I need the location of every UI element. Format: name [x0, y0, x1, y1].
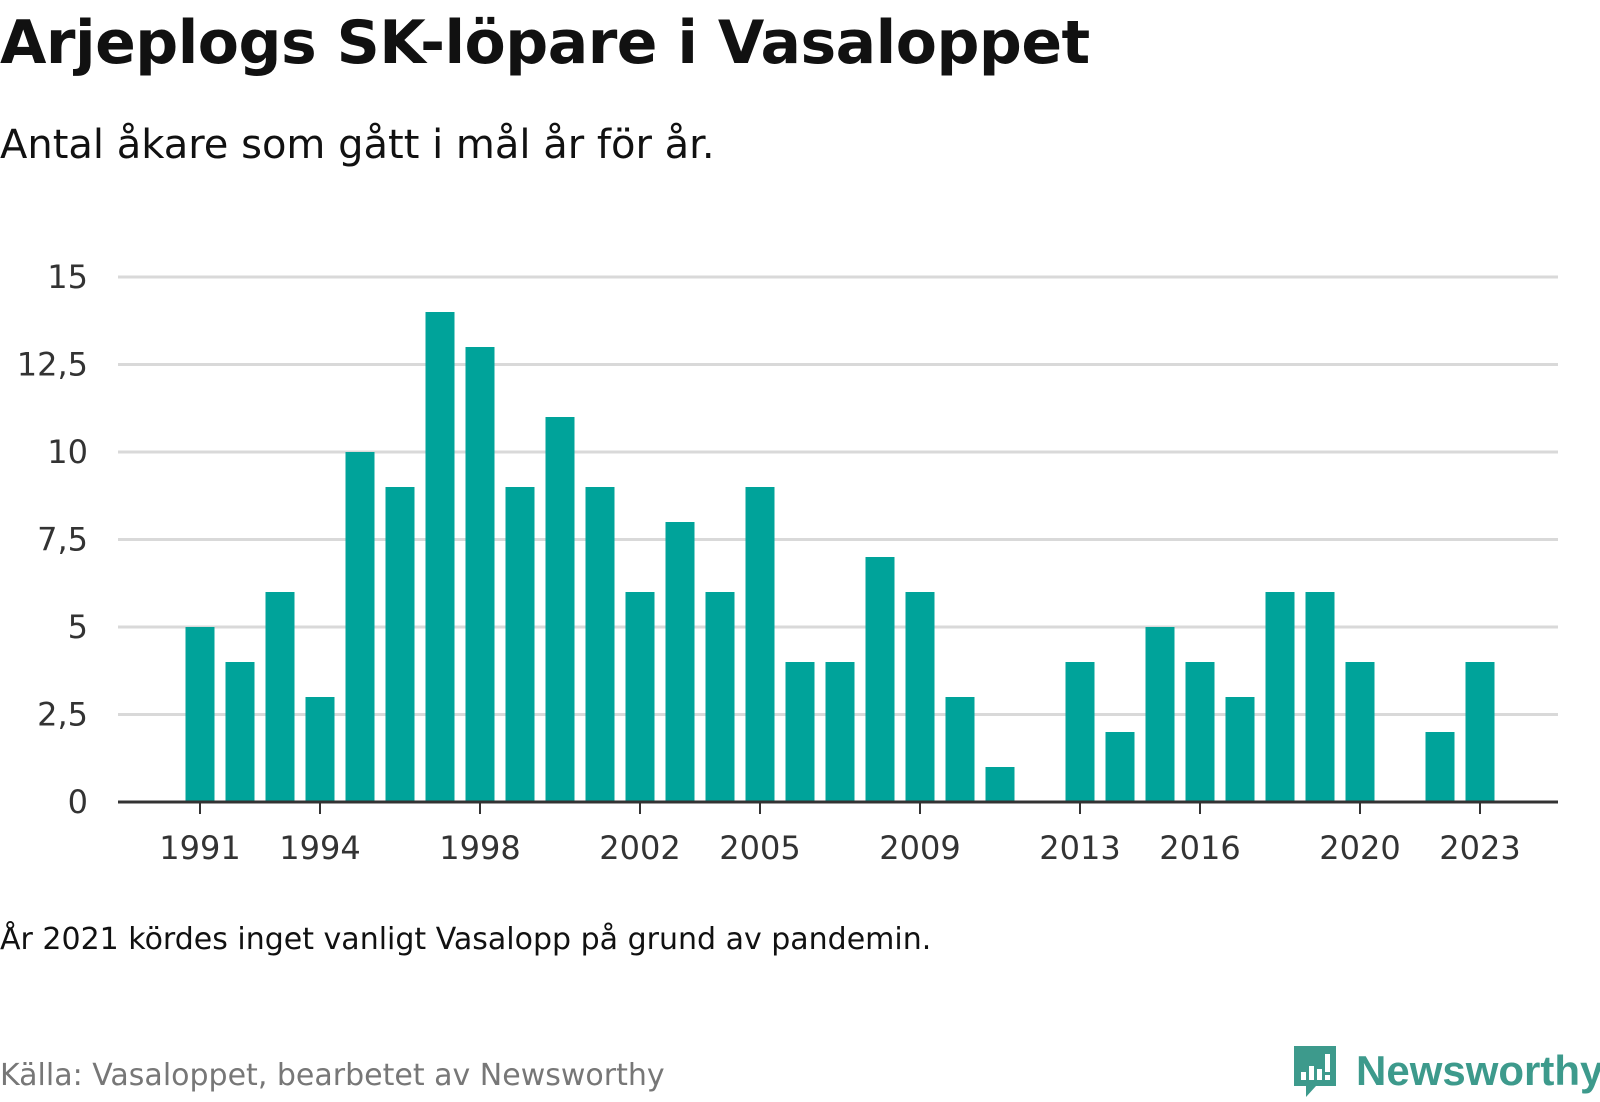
bar-2003: [665, 522, 695, 802]
bar-2008: [865, 557, 895, 802]
bar-1997: [425, 312, 455, 802]
bar-2011: [985, 767, 1015, 802]
chart-title: Arjeplogs SK-löpare i Vasaloppet: [0, 8, 1090, 78]
bar-2019: [1305, 592, 1335, 802]
bar-1993: [265, 592, 295, 802]
x-tick-label: 2002: [599, 829, 680, 867]
x-tick-label: 1991: [159, 829, 240, 867]
x-tick-label: 2009: [879, 829, 960, 867]
bar-2017: [1225, 697, 1255, 802]
y-tick-label: 0: [68, 783, 88, 821]
y-axis-ticks: 0 2,5 5 7,5 10 12,5 15: [17, 258, 88, 821]
bar-2005: [745, 487, 775, 802]
x-tick-label: 2020: [1319, 829, 1400, 867]
bar-1999: [505, 487, 535, 802]
x-tick-label: 2016: [1159, 829, 1240, 867]
y-tick-label: 12,5: [17, 346, 88, 384]
y-tick-label: 15: [47, 258, 88, 296]
chart-subtitle: Antal åkare som gått i mål år för år.: [0, 122, 715, 168]
bar-2007: [825, 662, 855, 802]
bar-1995: [345, 452, 375, 802]
bars: [185, 312, 1495, 802]
bar-2001: [585, 487, 615, 802]
bar-2010: [945, 697, 975, 802]
bar-2023: [1465, 662, 1495, 802]
x-axis-ticks: 1991 1994 1998 2002 2005 2009 2013 2016 2020 2023: [159, 802, 1521, 867]
x-tick-label: 2005: [719, 829, 800, 867]
bar-chart: 0 2,5 5 7,5 10 12,5 15 1991 1994 1998 2002 2005 200…: [17, 258, 1558, 867]
bar-1992: [225, 662, 255, 802]
bar-2009: [905, 592, 935, 802]
gridlines: [118, 275, 1558, 716]
bar-2013: [1065, 662, 1095, 802]
chart-note: År 2021 kördes inget vanligt Vasalopp på…: [0, 922, 932, 957]
bar-1996: [385, 487, 415, 802]
bar-1998: [465, 347, 495, 802]
newsworthy-logo-icon: [1294, 1046, 1336, 1097]
bar-2020: [1345, 662, 1375, 802]
bar-2014: [1105, 732, 1135, 802]
y-tick-label: 7,5: [37, 521, 88, 559]
bar-2000: [545, 417, 575, 802]
brand-logo: Newsworthy: [1290, 1040, 1600, 1102]
bar-1991: [185, 627, 215, 802]
bar-2018: [1265, 592, 1295, 802]
y-tick-label: 5: [68, 608, 88, 646]
y-tick-label: 10: [47, 433, 88, 471]
bar-2002: [625, 592, 655, 802]
x-tick-label: 1998: [439, 829, 520, 867]
bar-2004: [705, 592, 735, 802]
x-tick-label: 1994: [279, 829, 360, 867]
bar-2006: [785, 662, 815, 802]
bar-2015: [1145, 627, 1175, 802]
x-tick-label: 2013: [1039, 829, 1120, 867]
y-tick-label: 2,5: [37, 696, 88, 734]
x-tick-label: 2023: [1439, 829, 1520, 867]
bar-2022: [1425, 732, 1455, 802]
bar-1994: [305, 697, 335, 802]
brand-name: Newsworthy: [1356, 1047, 1600, 1094]
bar-2016: [1185, 662, 1215, 802]
source-credit: Källa: Vasaloppet, bearbetet av Newswort…: [0, 1058, 665, 1093]
